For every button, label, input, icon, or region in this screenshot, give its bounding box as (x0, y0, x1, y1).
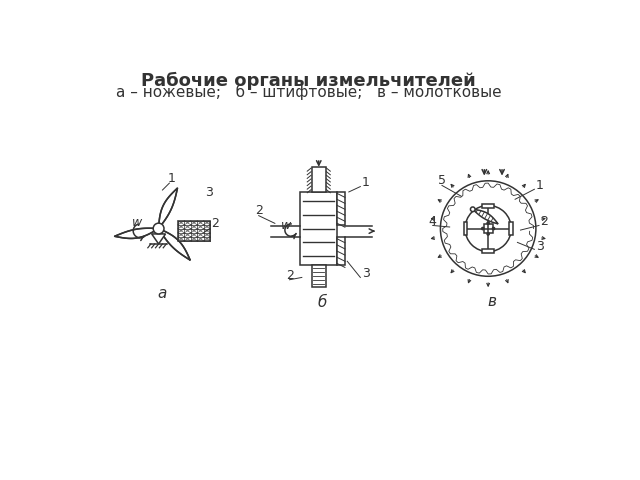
Circle shape (482, 228, 484, 230)
Bar (337, 192, 345, 225)
Text: 3: 3 (536, 240, 544, 253)
Text: 2: 2 (287, 269, 294, 282)
Text: 3: 3 (205, 186, 212, 199)
Text: w: w (132, 216, 142, 229)
Circle shape (492, 228, 495, 230)
Text: 1: 1 (536, 179, 544, 192)
Bar (300, 192, 337, 265)
Circle shape (487, 222, 490, 224)
Polygon shape (482, 249, 494, 253)
Circle shape (470, 207, 475, 212)
Bar (337, 237, 345, 265)
Polygon shape (159, 228, 190, 260)
Text: а: а (158, 287, 167, 301)
Text: 5: 5 (438, 174, 446, 187)
Polygon shape (152, 234, 166, 244)
Text: 2: 2 (255, 204, 264, 217)
Circle shape (153, 223, 164, 234)
Text: в: в (488, 294, 497, 309)
Text: б: б (318, 295, 327, 310)
Text: 1: 1 (362, 176, 370, 189)
Bar (178, 221, 210, 241)
Bar (484, 224, 493, 233)
Text: 2: 2 (541, 215, 548, 228)
Bar (312, 265, 326, 287)
Text: w: w (282, 219, 292, 232)
Text: Рабочие органы измельчителей: Рабочие органы измельчителей (141, 72, 476, 90)
Polygon shape (159, 188, 177, 228)
Text: а – ножевые;   б – штифтовые;   в – молотковые: а – ножевые; б – штифтовые; в – молотков… (116, 84, 502, 100)
Text: 1: 1 (168, 172, 176, 185)
Polygon shape (482, 204, 494, 208)
Bar (312, 168, 326, 192)
Polygon shape (463, 222, 467, 235)
Polygon shape (509, 222, 513, 235)
Text: 3: 3 (362, 267, 370, 280)
Polygon shape (473, 209, 498, 224)
Polygon shape (115, 228, 159, 239)
Text: 4: 4 (428, 215, 436, 228)
Circle shape (465, 205, 511, 252)
Text: 2: 2 (211, 217, 219, 230)
Circle shape (440, 181, 536, 276)
Circle shape (487, 233, 490, 235)
